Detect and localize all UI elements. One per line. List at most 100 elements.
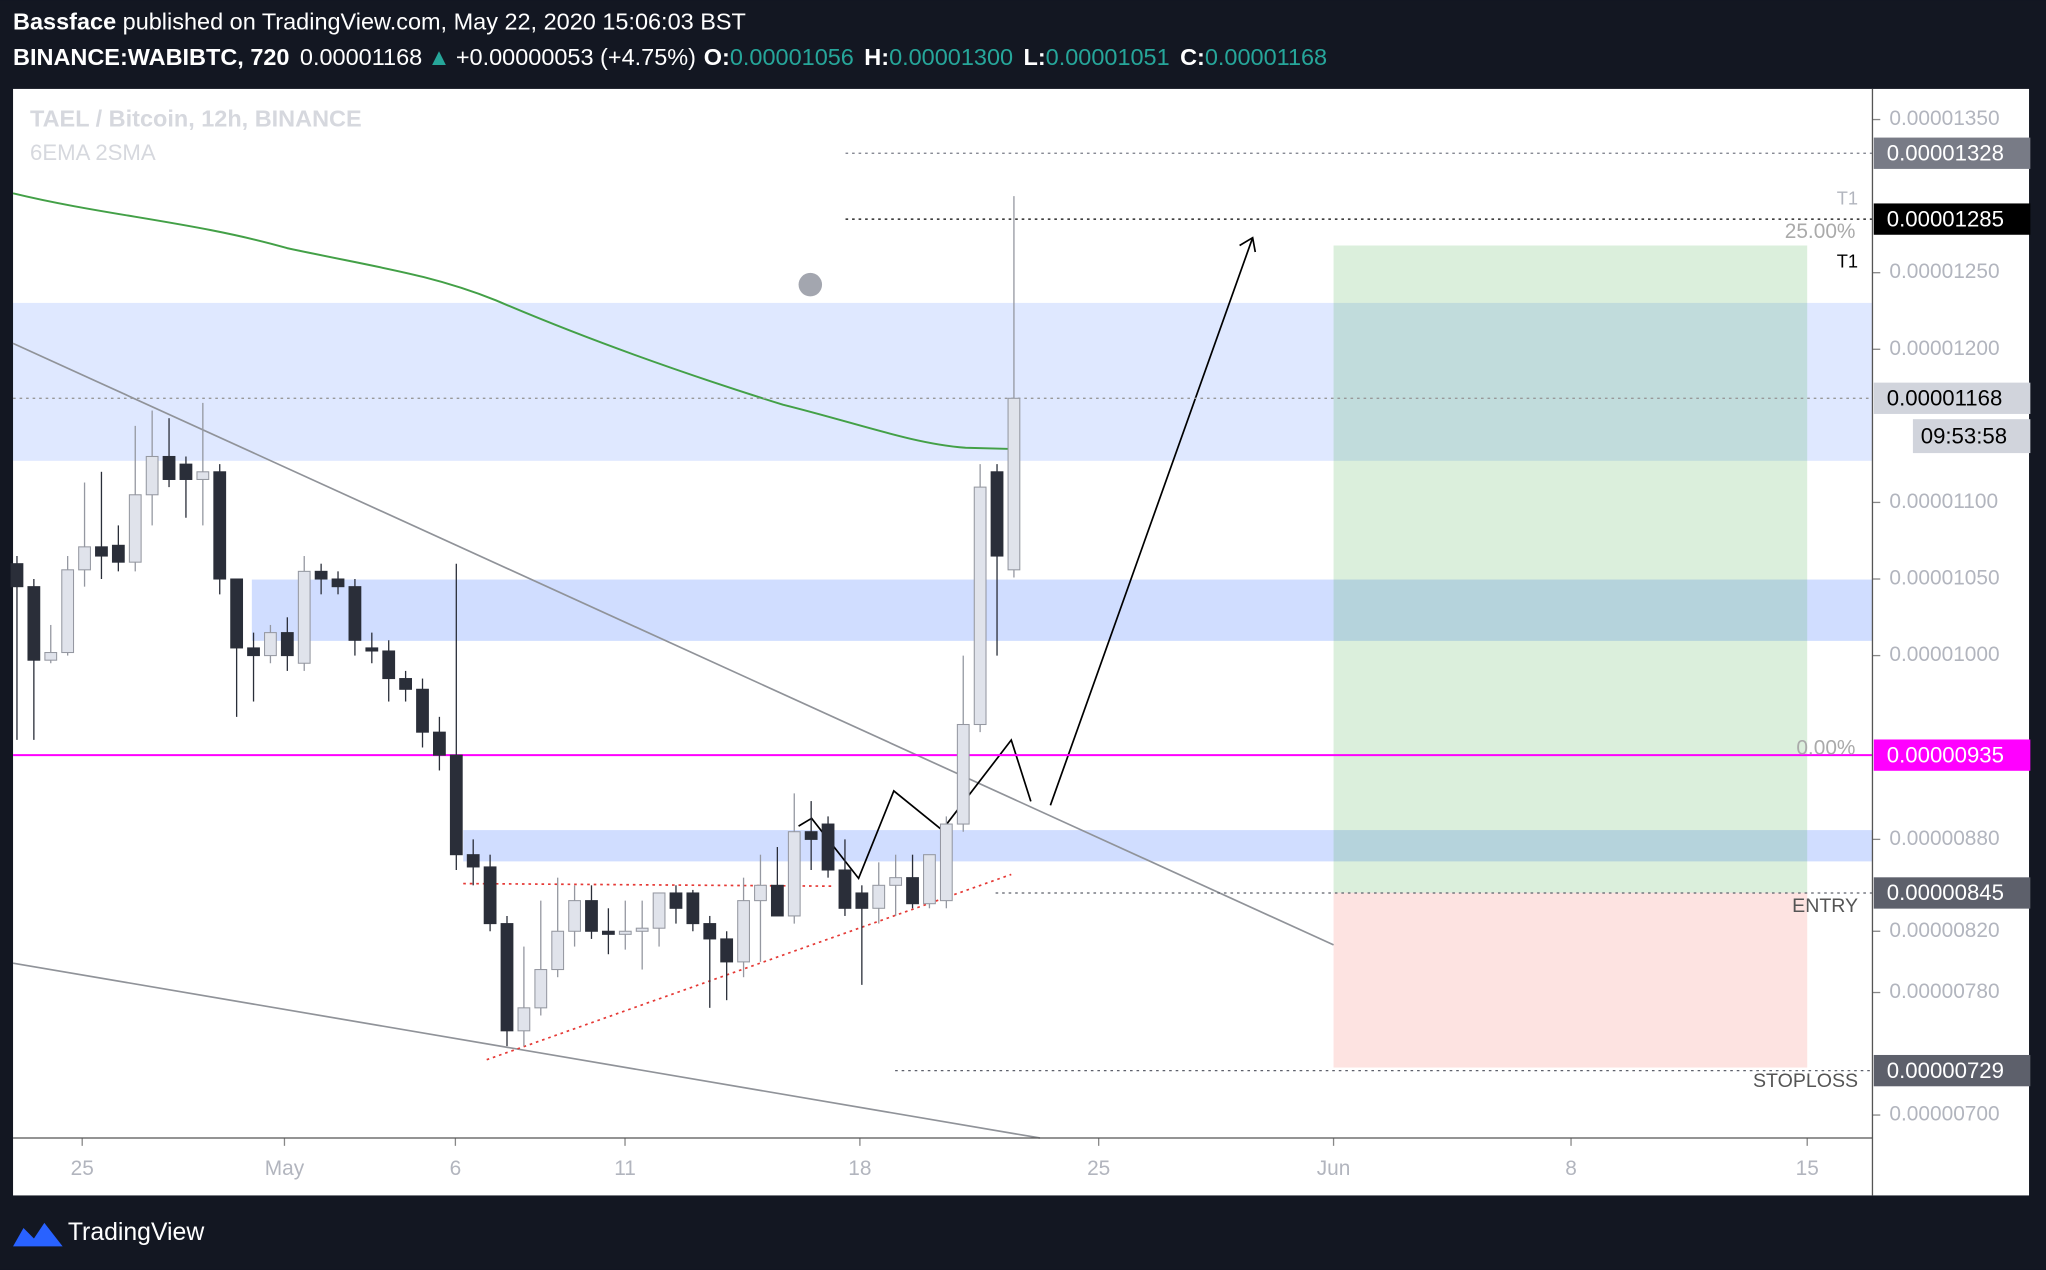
legend-title: TAEL / Bitcoin, 12h, BINANCE <box>30 105 362 131</box>
x-tick-label: 8 <box>1565 1157 1577 1180</box>
h-value: 0.00001300 <box>889 44 1013 70</box>
candle-body <box>196 471 210 480</box>
o-value: 0.00001056 <box>730 44 854 70</box>
candle-body <box>956 723 970 825</box>
candle-body <box>855 892 869 909</box>
stop-zone <box>1333 892 1808 1068</box>
candle-body <box>466 854 480 868</box>
trend-line <box>12 342 1334 946</box>
candle-body <box>348 586 362 641</box>
last: 0.00001168 <box>300 44 422 70</box>
candle-body <box>838 869 852 909</box>
annotation: 0.00% <box>1796 737 1855 760</box>
candle-body <box>95 546 108 557</box>
candle-body <box>314 570 328 580</box>
candle-body <box>585 900 598 932</box>
o-label: O: <box>704 44 730 70</box>
y-tick-label: 0.00001200 <box>1889 337 1999 360</box>
chart-panel <box>13 88 2030 1196</box>
candle-body <box>128 494 142 563</box>
x-tick-label: May <box>265 1157 305 1180</box>
candle-body <box>449 754 463 856</box>
price-label: 0.00000845 <box>1887 880 2004 905</box>
candle-body <box>754 884 767 902</box>
candle-body <box>534 969 548 1009</box>
candle-body <box>939 823 953 902</box>
header-line-1: Bassface published on TradingView.com, M… <box>13 9 746 35</box>
candle-body <box>433 731 446 756</box>
trend-line <box>12 962 1041 1139</box>
symbol: BINANCE:WABIBTC, 720 <box>13 44 289 70</box>
candle-body <box>399 678 413 690</box>
y-tick-label: 0.00001350 <box>1889 107 1999 130</box>
candle-body <box>872 884 886 909</box>
price-label: 0.00001285 <box>1887 206 2004 231</box>
y-tick-label: 0.00000700 <box>1889 1103 1999 1126</box>
candle-body <box>889 877 903 886</box>
legend-indicators: 6EMA 2SMA <box>30 140 156 165</box>
candle-body <box>179 463 193 480</box>
y-tick-label: 0.00000820 <box>1889 919 1999 942</box>
footer-brand: TradingView <box>68 1219 204 1246</box>
candle-body <box>703 923 717 940</box>
c-value: 0.00001168 <box>1205 44 1327 70</box>
price-label: 0.00000729 <box>1887 1058 2004 1083</box>
x-tick-label: 25 <box>1087 1157 1110 1180</box>
price-label-box <box>1873 739 2031 771</box>
c-label: C: <box>1180 44 1205 70</box>
candle-body <box>297 570 311 664</box>
candle-body <box>568 900 581 932</box>
candle-body <box>990 471 1004 557</box>
y-tick-label: 0.00001000 <box>1889 643 1999 666</box>
y-tick-label: 0.00000880 <box>1889 827 1999 850</box>
candle-body <box>601 930 615 935</box>
candle-body <box>331 578 345 588</box>
author: Bassface <box>13 9 116 35</box>
candle-body <box>652 892 666 929</box>
countdown: 09:53:58 <box>1921 423 2007 448</box>
l-label: L: <box>1024 44 1046 70</box>
candle-body <box>906 877 919 905</box>
alarm-icon[interactable] <box>798 272 823 297</box>
arrow: ▲ <box>427 44 450 70</box>
zone <box>251 579 1873 641</box>
x-tick-label: 25 <box>71 1157 94 1180</box>
candle-body <box>618 930 632 935</box>
candle-body <box>686 892 700 925</box>
candle-body <box>213 471 227 580</box>
price-label: 0.00001168 <box>1887 385 2002 410</box>
plot: 0.00001350 0.00001250 0.00001200 0.00001100… <box>10 107 2031 1180</box>
price-label-box <box>1873 203 2031 235</box>
projection-arrow <box>1049 237 1254 806</box>
candle-body <box>145 455 159 496</box>
candle-body <box>669 892 683 909</box>
candle-body <box>27 586 41 661</box>
candle-body <box>61 569 75 654</box>
candle-body <box>804 831 818 840</box>
y-tick-label: 0.00001050 <box>1889 567 1999 590</box>
candle-body <box>787 831 801 917</box>
candle-body <box>280 632 294 657</box>
h-label: H: <box>864 44 889 70</box>
annotation: ENTRY <box>1792 895 1858 917</box>
candle-body <box>821 823 835 871</box>
countdown-box <box>1912 419 2031 454</box>
candle-body <box>111 544 125 563</box>
candle-body <box>230 578 244 649</box>
candle-body <box>365 647 379 652</box>
zone <box>13 302 1873 461</box>
price-label-box <box>1873 1054 2031 1087</box>
y-tick-label: 0.00000780 <box>1889 980 1999 1003</box>
candle-body <box>264 632 277 657</box>
price-label-box <box>1873 137 2031 169</box>
target-zone <box>1333 245 1808 893</box>
candle-body <box>44 652 58 661</box>
price-label-box <box>1873 382 2031 414</box>
arrow-head <box>1239 236 1257 253</box>
candle-body <box>162 455 176 480</box>
candle-body <box>551 930 565 971</box>
candle-body <box>720 938 734 963</box>
candle-body <box>635 927 649 932</box>
